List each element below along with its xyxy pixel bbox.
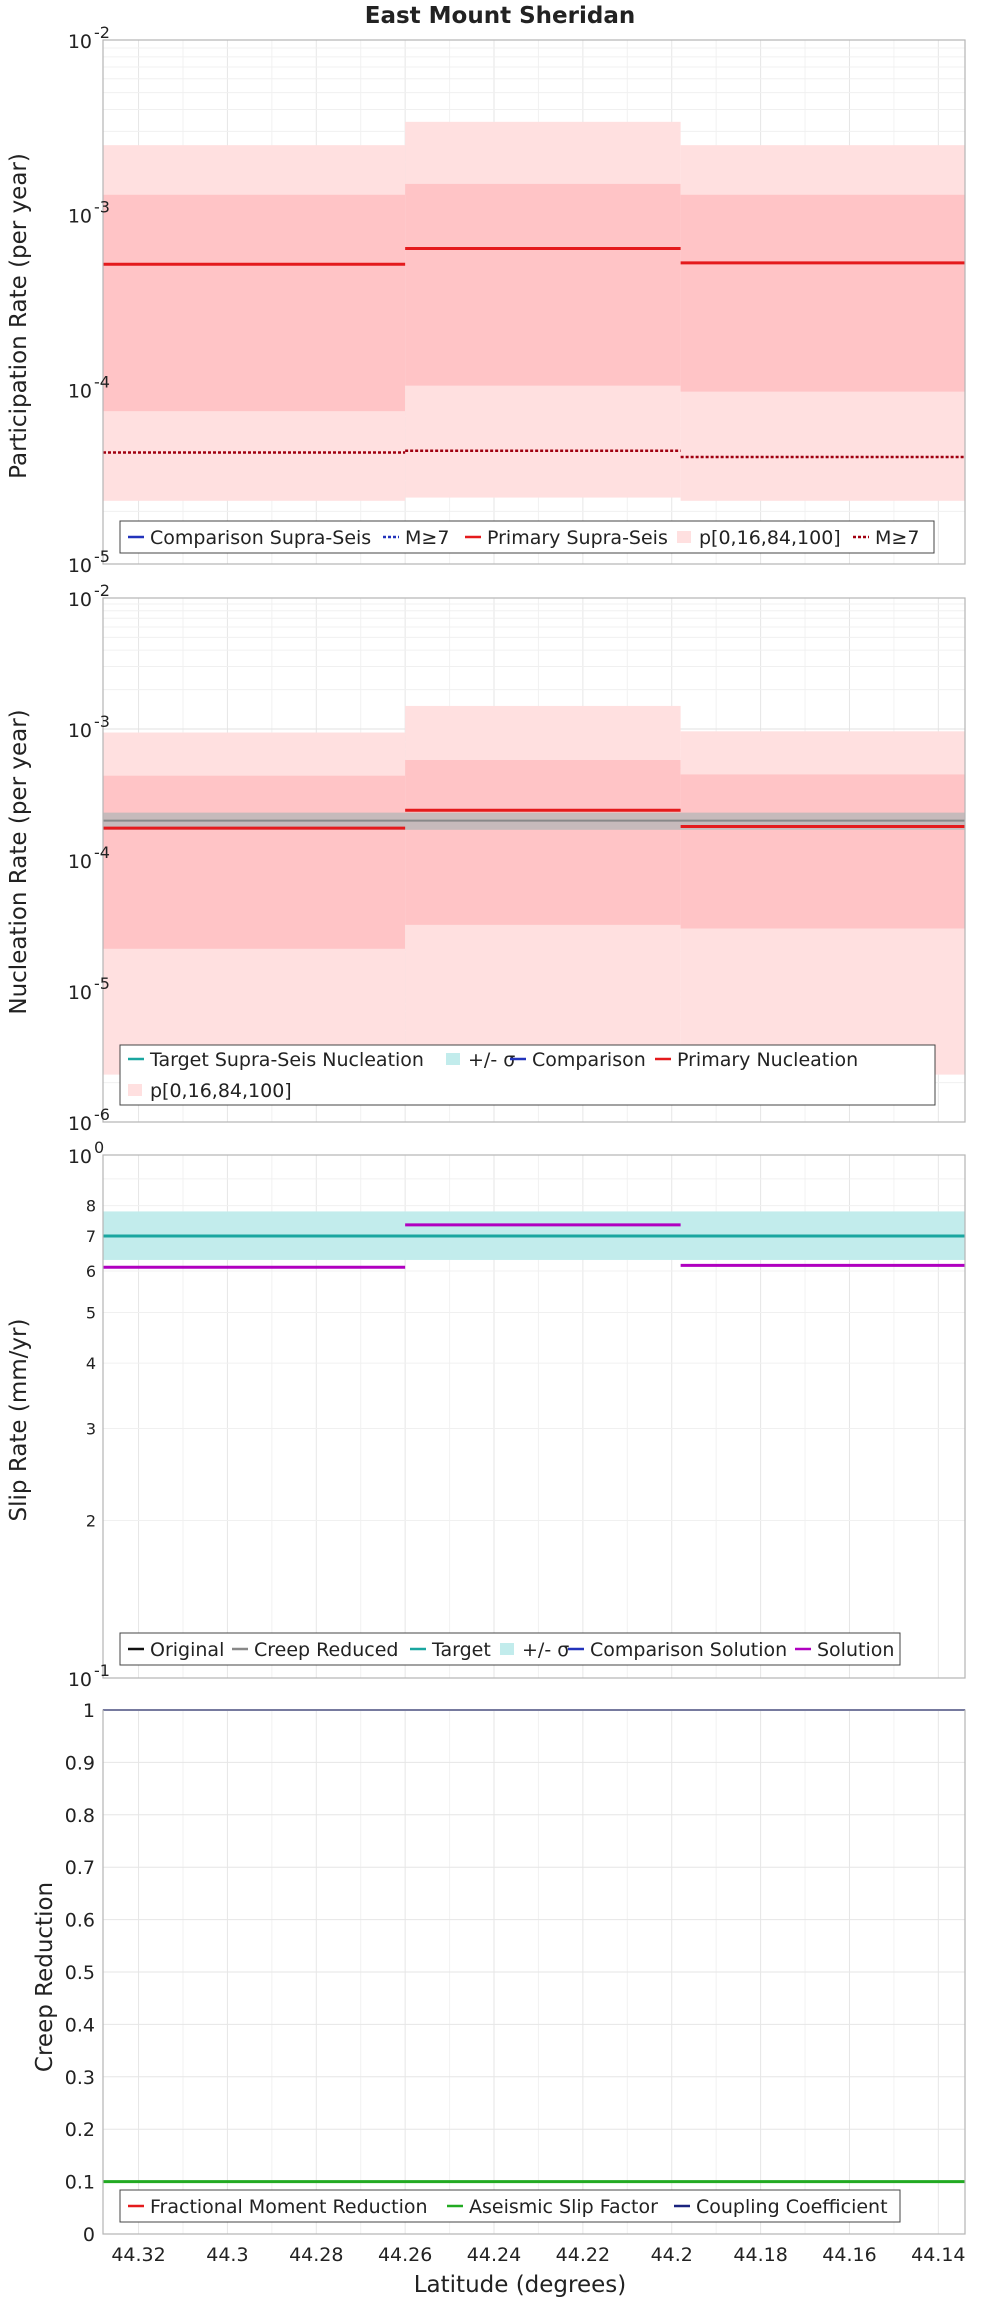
y-tick-label: 0.6 <box>65 1910 95 1932</box>
legend-label: p[0,16,84,100] <box>150 1080 292 1102</box>
y-tick-label-exp: -5 <box>94 974 110 993</box>
range-p16-p84 <box>680 774 965 929</box>
y-tick-label: 1 <box>83 1700 95 1722</box>
y-minor-tick-label: 3 <box>86 1419 96 1438</box>
y-tick-label-exp: -3 <box>94 198 110 217</box>
y-tick-label: 10 <box>68 720 92 742</box>
x-tick-label: 44.16 <box>822 2244 876 2266</box>
panel-creep-reduction: 0 0.1 0.2 0.3 0.4 0.5 0.6 0.7 0.8 0.9 1 Fractional … <box>65 1700 966 2246</box>
y-tick-label-exp: -1 <box>94 1661 110 1680</box>
legend-label: M≥7 <box>405 527 449 549</box>
y-tick-label: 10 <box>68 380 92 402</box>
range-p16-p84 <box>405 183 681 386</box>
legend-swatch <box>446 1053 460 1065</box>
legend-box <box>119 1044 936 1106</box>
ylabel-slip-rate: Slip Rate (mm/yr) <box>6 1319 32 1522</box>
y-tick-label: 0.4 <box>65 2014 95 2036</box>
y-tick-label: 0.3 <box>65 2067 95 2089</box>
legend-box <box>119 520 935 554</box>
range-p16-p84 <box>103 194 406 412</box>
legend-label: Fractional Moment Reduction <box>150 2196 428 2218</box>
y-minor-tick-label: 8 <box>86 1197 96 1216</box>
legend-label: Comparison Solution <box>590 1639 787 1661</box>
y-tick-label: 10 <box>68 1669 92 1691</box>
legend-label: Aseismic Slip Factor <box>469 2196 658 2218</box>
x-tick-label: 44.24 <box>467 2244 521 2266</box>
x-axis-label: Latitude (degrees) <box>414 2272 627 2298</box>
y-tick-label: 10 <box>68 589 92 611</box>
x-tick-label: 44.22 <box>556 2244 610 2266</box>
x-tick-label: 44.26 <box>378 2244 432 2266</box>
range-p16-p84 <box>680 194 965 392</box>
legend-label: Primary Nucleation <box>677 1049 858 1071</box>
legend-label: Target <box>431 1639 491 1661</box>
y-tick-label: 0 <box>83 2224 95 2246</box>
y-tick-label-exp: -2 <box>94 581 110 600</box>
legend-swatch <box>677 531 691 543</box>
y-tick-label: 0.9 <box>65 1752 95 1774</box>
y-minor-tick-label: 5 <box>86 1303 96 1322</box>
ylabel-nucleation: Nucleation Rate (per year) <box>6 709 32 1014</box>
legend-swatch <box>128 1084 142 1096</box>
x-tick-label: 44.2 <box>651 2244 693 2266</box>
x-tick-label: 44.32 <box>111 2244 165 2266</box>
y-tick-label: 10 <box>68 206 92 228</box>
y-tick-label: 10 <box>68 555 92 577</box>
legend-label: M≥7 <box>875 527 919 549</box>
legend-label: Creep Reduced <box>254 1639 398 1661</box>
y-minor-tick-label: 4 <box>86 1354 96 1373</box>
legend-label: Coupling Coefficient <box>696 2196 888 2218</box>
chart-title: East Mount Sheridan <box>365 3 636 29</box>
y-minor-tick-label: 2 <box>86 1512 96 1531</box>
y-tick-label: 10 <box>68 982 92 1004</box>
y-tick-label-exp: -3 <box>94 712 110 731</box>
legend-label: +/- σ <box>468 1049 515 1071</box>
legend-label: Comparison Supra-Seis <box>150 527 371 549</box>
x-tick-label: 44.14 <box>911 2244 965 2266</box>
x-tick-label: 44.18 <box>733 2244 787 2266</box>
plot-border <box>102 1154 966 1679</box>
y-tick-label: 0.1 <box>65 2172 95 2194</box>
y-tick-label: 10 <box>68 31 92 53</box>
plot-border <box>102 597 966 1123</box>
y-tick-label-exp: 0 <box>94 1138 104 1157</box>
plot-border <box>102 1709 966 2235</box>
legend-label: Primary Supra-Seis <box>487 527 668 549</box>
y-tick-label: 0.7 <box>65 1857 95 1879</box>
x-tick-label: 44.3 <box>206 2244 248 2266</box>
x-tick-labels: 44.32 44.3 44.28 44.26 44.24 44.22 44.2 44.18 44… <box>111 2244 965 2266</box>
legend-label: Solution <box>817 1639 894 1661</box>
legend-label: Original <box>150 1639 224 1661</box>
legend-label: +/- σ <box>522 1639 569 1661</box>
ylabel-creep-reduction: Creep Reduction <box>32 1882 58 2072</box>
y-tick-label-exp: -4 <box>94 372 110 391</box>
legend-label: Target Supra-Seis Nucleation <box>149 1049 424 1071</box>
y-tick-label: 0.2 <box>65 2119 95 2141</box>
legend-swatch <box>500 1643 514 1655</box>
legend-box <box>119 2189 901 2223</box>
legend-label: p[0,16,84,100] <box>699 527 841 549</box>
y-tick-label-exp: -2 <box>94 23 110 42</box>
y-tick-label-exp: -5 <box>94 547 110 566</box>
y-tick-label-exp: -4 <box>94 843 110 862</box>
y-minor-tick-label: 6 <box>86 1262 96 1281</box>
legend-label: Comparison <box>532 1049 646 1071</box>
y-tick-label: 0.8 <box>65 1805 95 1827</box>
x-tick-label: 44.28 <box>289 2244 343 2266</box>
y-tick-label: 10 <box>68 1113 92 1135</box>
y-tick-label: 10 <box>68 851 92 873</box>
y-tick-label-exp: -6 <box>94 1105 110 1124</box>
range-p16-p84 <box>103 775 406 949</box>
ylabel-participation: Participation Rate (per year) <box>6 153 32 479</box>
y-minor-tick-label: 7 <box>86 1227 96 1246</box>
range-p16-p84 <box>405 759 681 925</box>
plot-border <box>102 39 966 565</box>
y-tick-label: 10 <box>68 1146 92 1168</box>
y-tick-label: 0.5 <box>65 1962 95 1984</box>
